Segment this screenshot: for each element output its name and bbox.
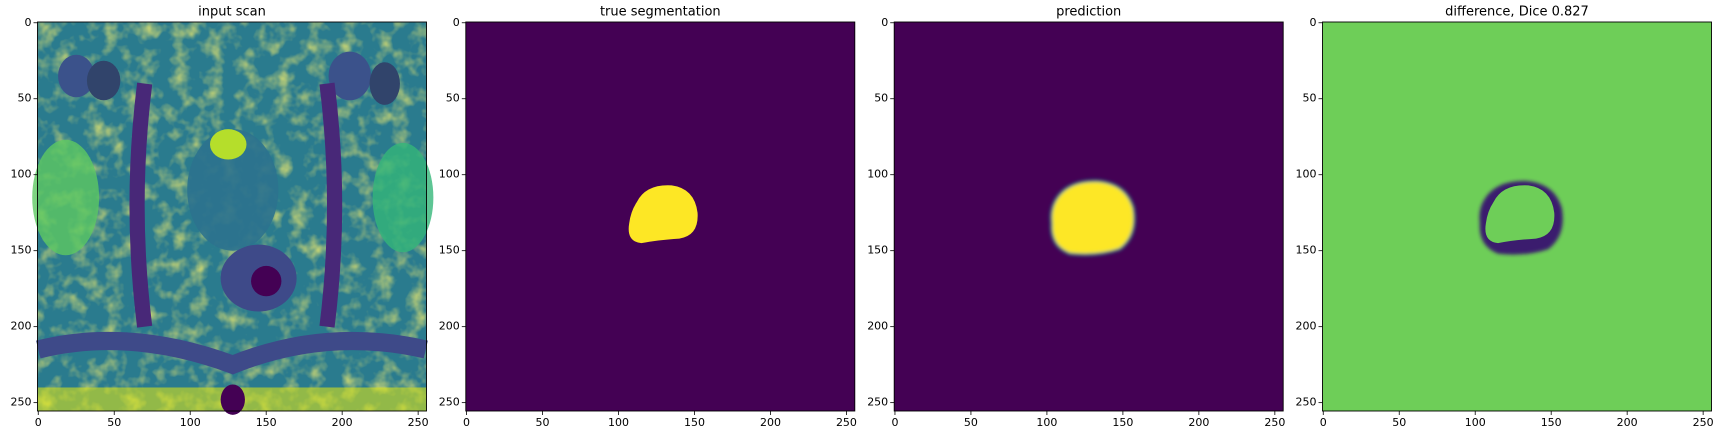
x-tick-label: 100 [1465,416,1486,429]
y-tick-label: 0 [1310,16,1317,29]
y-tick-label: 150 [439,244,460,257]
x-tick-label: 150 [1112,416,1133,429]
x-tick-label: 100 [608,416,629,429]
x-tick-label: 200 [760,416,781,429]
y-tick-label: 100 [439,168,460,181]
y-tick-label: 200 [867,320,888,333]
x-tick-label: 50 [536,416,550,429]
y-tick-label: 250 [439,396,460,409]
image [894,22,1284,412]
axes-frame [1322,21,1712,412]
y-tick-label: 100 [11,168,32,181]
y-tick-label: 150 [11,244,32,257]
y-tick-label: 50 [1303,92,1317,105]
y-tick-label: 100 [867,168,888,181]
y-tick-label: 200 [439,320,460,333]
y-tick-label: 150 [867,244,888,257]
x-tick-label: 150 [256,416,277,429]
axes-frame [37,21,427,412]
y-tick-label: 0 [25,16,32,29]
panel-title: input scan [198,5,266,20]
y-tick-label: 250 [1296,396,1317,409]
x-tick-label: 150 [684,416,705,429]
image [32,22,434,415]
y-tick-label: 100 [1296,168,1317,181]
y-tick-label: 250 [867,396,888,409]
x-tick-label: 150 [1541,416,1562,429]
x-tick-label: 0 [463,416,470,429]
y-tick-label: 200 [11,320,32,333]
x-tick-label: 50 [107,416,121,429]
x-tick-label: 200 [332,416,353,429]
panel-title: difference, Dice 0.827 [1445,5,1589,20]
x-tick-label: 250 [1693,416,1714,429]
y-tick-label: 50 [874,92,888,105]
y-tick-label: 250 [11,396,32,409]
x-tick-label: 250 [836,416,857,429]
axes-frame [465,21,856,412]
panel-title: prediction [1056,5,1121,20]
x-tick-label: 50 [964,416,978,429]
panel-title: true segmentation [600,5,721,20]
x-tick-label: 50 [1392,416,1406,429]
y-tick-label: 200 [1296,320,1317,333]
x-tick-label: 200 [1188,416,1209,429]
x-tick-label: 200 [1617,416,1638,429]
x-tick-label: 0 [1320,416,1327,429]
x-tick-label: 0 [35,416,42,429]
x-tick-label: 250 [1264,416,1285,429]
image [465,22,855,412]
axes-frame [893,21,1284,412]
x-tick-label: 100 [1036,416,1057,429]
image [1322,22,1712,412]
y-tick-label: 50 [18,92,32,105]
y-tick-label: 150 [1296,244,1317,257]
y-tick-label: 0 [881,16,888,29]
y-tick-label: 0 [453,16,460,29]
x-tick-label: 250 [408,416,429,429]
x-tick-label: 0 [891,416,898,429]
y-tick-label: 50 [446,92,460,105]
x-tick-label: 100 [180,416,201,429]
